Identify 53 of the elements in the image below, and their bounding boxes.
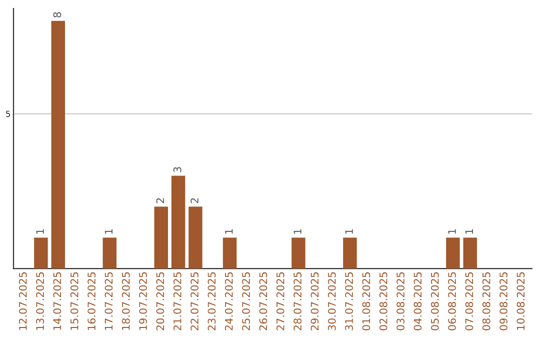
x-tick-label: 28.07.2025 xyxy=(294,272,302,330)
bar xyxy=(222,238,237,269)
data-label: 3 xyxy=(173,167,182,172)
bar xyxy=(171,176,186,269)
x-tick-label: 17.07.2025 xyxy=(104,272,113,330)
x-tick-label: 04.08.2025 xyxy=(414,272,422,330)
bar xyxy=(102,238,116,269)
data-label: 2 xyxy=(156,198,164,204)
x-tick-label: 13.07.2025 xyxy=(36,272,44,330)
x-tick-label: 07.08.2025 xyxy=(465,272,474,330)
bar xyxy=(34,238,48,269)
x-tick-label: 15.07.2025 xyxy=(70,272,78,330)
x-tick-label: 26.07.2025 xyxy=(259,272,268,330)
x-tick-label: 16.07.2025 xyxy=(88,272,96,330)
x-tick-label: 03.08.2025 xyxy=(396,272,404,330)
x-tick-label: 12.07.2025 xyxy=(18,272,27,330)
bar xyxy=(446,238,460,269)
bar xyxy=(463,238,477,269)
x-tick-label: 20.07.2025 xyxy=(156,272,164,330)
bar xyxy=(188,206,202,269)
data-label: 1 xyxy=(36,229,44,234)
data-label: 1 xyxy=(345,229,353,234)
y-tick-label: 5 xyxy=(6,110,10,118)
x-tick-label: 05.08.2025 xyxy=(430,272,439,330)
bar xyxy=(154,206,168,269)
x-tick-label: 24.07.2025 xyxy=(224,272,233,330)
x-tick-label: 19.07.2025 xyxy=(139,272,147,330)
bar xyxy=(343,238,357,269)
data-label: 8 xyxy=(53,12,62,18)
data-label: 1 xyxy=(465,229,473,234)
data-label: 1 xyxy=(104,229,112,234)
x-tick-label: 25.07.2025 xyxy=(242,272,250,330)
x-tick-label: 06.08.2025 xyxy=(448,272,456,330)
data-label: 1 xyxy=(294,229,302,234)
x-tick-label: 02.08.2025 xyxy=(379,272,388,330)
x-tick-label: 01.08.2025 xyxy=(362,272,370,330)
data-label: 1 xyxy=(448,229,456,234)
x-tick-label: 23.07.2025 xyxy=(208,272,216,330)
x-tick-label: 10.08.2025 xyxy=(516,272,525,330)
data-label: 1 xyxy=(225,229,233,234)
x-tick-label: 08.08.2025 xyxy=(482,272,490,330)
x-tick-label: 30.07.2025 xyxy=(328,272,336,330)
x-tick-label: 09.08.2025 xyxy=(500,272,508,330)
x-tick-label: 27.07.2025 xyxy=(276,272,284,330)
bar xyxy=(51,20,65,269)
x-tick-label: 29.07.2025 xyxy=(310,272,319,330)
data-label: 2 xyxy=(190,198,198,204)
x-tick-label: 31.07.2025 xyxy=(345,272,353,330)
x-tick-label: 14.07.2025 xyxy=(53,272,62,330)
bar xyxy=(292,238,306,269)
x-tick-label: 18.07.2025 xyxy=(122,272,130,330)
x-tick-label: 22.07.2025 xyxy=(190,272,198,330)
x-tick-label: 21.07.2025 xyxy=(173,272,182,330)
